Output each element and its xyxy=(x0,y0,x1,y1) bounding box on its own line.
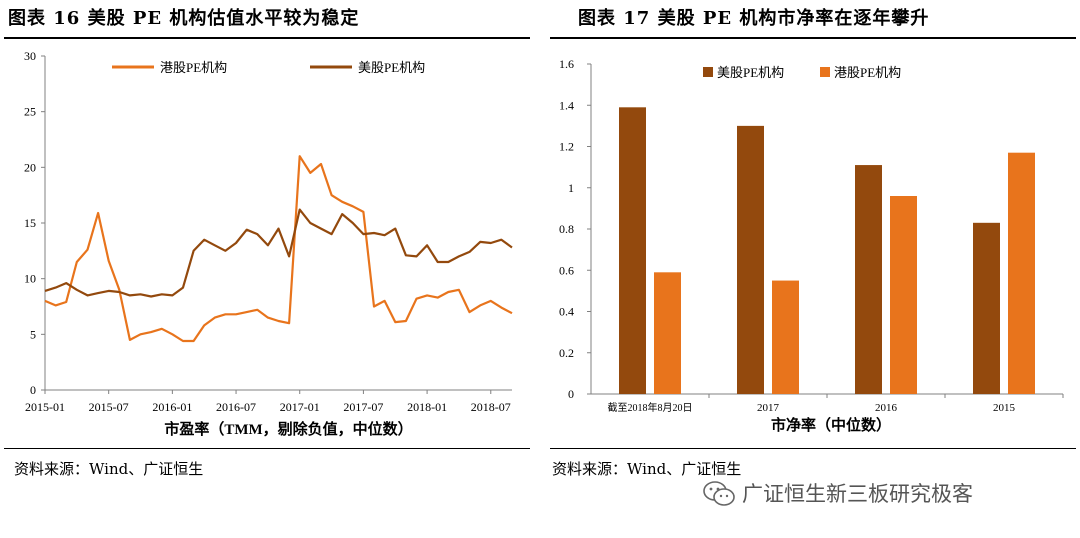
left-bottom-rule xyxy=(4,448,530,449)
x-tick-label: 2017 xyxy=(757,402,780,414)
x-tick-label: 2018-01 xyxy=(407,400,447,414)
left-source: 资料来源：Wind、广证恒生 xyxy=(14,460,204,478)
bar xyxy=(772,280,799,394)
left-panel-title: 图表 16 美股 PE 机构估值水平较为稳定 xyxy=(8,8,360,29)
legend-swatch xyxy=(820,67,830,77)
y-tick-label: 1.4 xyxy=(559,98,574,112)
y-tick-label: 0.4 xyxy=(559,305,574,319)
left-chart: 0 5 10 15 20 25 30 2015-01 2015-07 2016-01 2016-07… xyxy=(24,49,513,438)
bar xyxy=(619,107,646,394)
right-title-rule xyxy=(550,37,1076,39)
x-tick-label: 2015 xyxy=(993,402,1016,414)
series-line xyxy=(44,208,513,298)
legend-label: 美股PE机构 xyxy=(717,65,784,80)
y-tick-label: 15 xyxy=(24,216,36,230)
legend-swatch xyxy=(703,67,713,77)
y-tick-label: 5 xyxy=(30,327,36,341)
y-tick-label: 1 xyxy=(568,181,574,195)
bar xyxy=(654,272,681,394)
left-title-rule xyxy=(4,37,530,39)
y-tick-label: 0.2 xyxy=(559,346,574,360)
x-tick-label: 2016-01 xyxy=(152,400,192,414)
legend-label: 港股PE机构 xyxy=(160,60,227,75)
y-tick-label: 30 xyxy=(24,49,36,63)
bar xyxy=(737,125,764,394)
x-tick-label: 2017-01 xyxy=(280,400,320,414)
x-axis-title: 市盈率（TMM，剔除负值，中位数） xyxy=(164,420,412,438)
y-tick-label: 0 xyxy=(568,387,574,401)
right-bottom-rule xyxy=(550,448,1076,449)
right-chart: 0 0.2 0.4 0.6 0.8 1 1.2 1.4 1.6 截至2018年8月20日 2017 2… xyxy=(559,57,1064,434)
legend-label: 港股PE机构 xyxy=(834,65,901,80)
x-tick-label: 2018-07 xyxy=(471,400,511,414)
y-tick-label: 0.6 xyxy=(559,263,574,277)
y-tick-label: 1.2 xyxy=(559,140,574,154)
right-source: 资料来源：Wind、广证恒生 xyxy=(552,460,742,478)
x-tick-label: 2015-07 xyxy=(89,400,129,414)
watermark-text: 广证恒生新三板研究极客 xyxy=(742,482,973,506)
bar xyxy=(890,196,917,394)
x-axis-title: 市净率（中位数） xyxy=(771,416,891,434)
right-panel-title: 图表 17 美股 PE 机构市净率在逐年攀升 xyxy=(578,8,930,29)
y-tick-label: 0 xyxy=(30,383,36,397)
wechat-icon xyxy=(703,481,735,506)
x-tick-label: 2016-07 xyxy=(216,400,256,414)
y-tick-label: 10 xyxy=(24,272,36,286)
bar xyxy=(973,222,1000,394)
legend-label: 美股PE机构 xyxy=(358,60,425,75)
y-tick-label: 0.8 xyxy=(559,222,574,236)
bar xyxy=(855,165,882,394)
x-tick-label: 2017-07 xyxy=(343,400,383,414)
y-tick-label: 1.6 xyxy=(559,57,574,71)
y-tick-label: 25 xyxy=(24,105,36,119)
bar xyxy=(1008,152,1035,394)
x-tick-label: 截至2018年8月20日 xyxy=(608,401,693,414)
x-tick-label: 2016 xyxy=(875,402,898,414)
x-tick-label: 2015-01 xyxy=(25,400,65,414)
y-tick-label: 20 xyxy=(24,160,36,174)
series-line xyxy=(44,155,513,343)
